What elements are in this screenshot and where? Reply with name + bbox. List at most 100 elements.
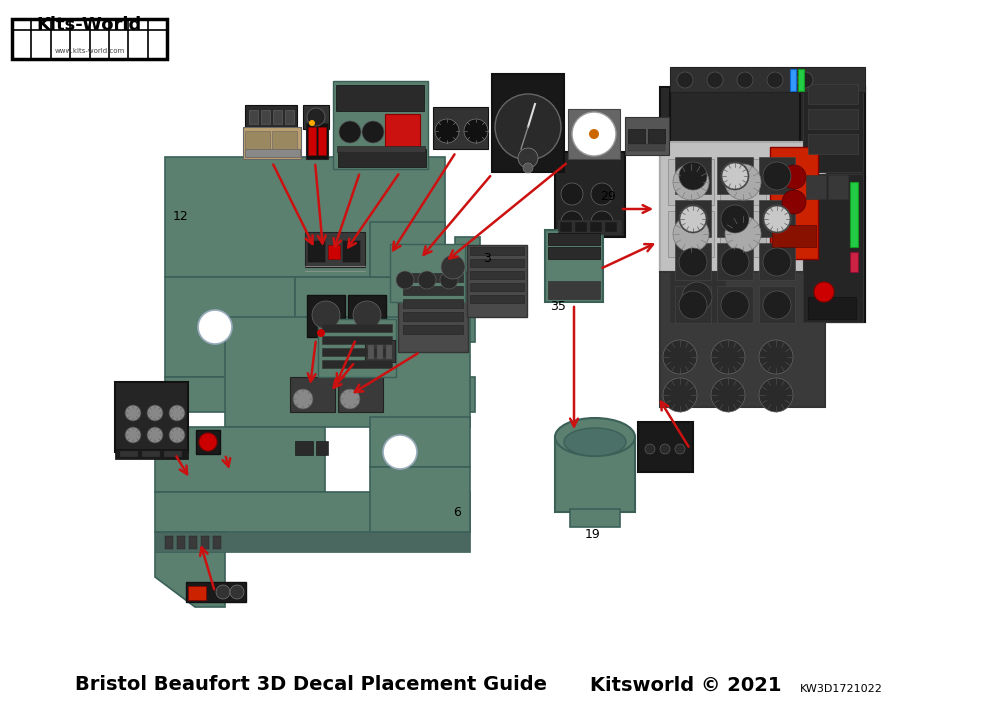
Bar [273,110,282,124]
Bar [368,345,374,359]
Circle shape [711,340,745,374]
Bar [316,441,328,455]
Bar [155,532,470,552]
Circle shape [682,282,712,312]
Bar [377,345,383,359]
Bar [338,149,426,167]
Circle shape [725,216,761,252]
Circle shape [440,271,458,289]
Bar [295,277,475,342]
Bar [555,437,635,512]
Circle shape [216,585,230,599]
Bar [470,271,524,279]
Bar [467,245,527,317]
Circle shape [763,248,791,276]
Bar [808,134,858,154]
Bar [403,273,463,282]
Circle shape [396,271,414,289]
Circle shape [663,378,697,412]
Circle shape [680,206,706,232]
Bar [196,430,220,454]
Bar [470,259,524,267]
Bar [660,142,825,272]
Circle shape [353,301,381,329]
Circle shape [591,183,613,205]
Circle shape [673,216,709,252]
Bar [318,319,396,377]
Bar [272,131,297,149]
Bar [570,509,620,527]
Bar [590,222,602,232]
Bar [385,114,420,147]
Circle shape [125,405,141,421]
Bar [322,324,392,332]
Bar [675,286,711,323]
Circle shape [309,120,315,126]
Circle shape [561,183,583,205]
Bar [115,449,188,459]
Bar [675,243,711,280]
Bar [470,295,524,303]
Bar [165,377,475,412]
Bar [800,177,865,322]
Text: 35: 35 [550,300,566,313]
Bar [370,222,445,277]
Bar [548,281,600,299]
Bar [675,157,711,194]
Bar [548,247,600,259]
Bar [165,536,173,549]
Ellipse shape [555,418,635,456]
Circle shape [722,163,748,189]
Bar [120,451,138,457]
Circle shape [572,112,616,156]
Bar [403,312,463,321]
Bar [155,427,325,492]
Circle shape [589,129,599,139]
Circle shape [764,206,790,232]
Circle shape [663,340,697,374]
Bar [492,74,564,172]
Circle shape [660,444,670,454]
Circle shape [418,271,436,289]
Circle shape [759,340,793,374]
Bar [545,230,603,302]
Bar [188,586,206,600]
Circle shape [169,405,185,421]
Bar [328,245,340,259]
Bar [165,157,445,277]
Bar [306,123,328,159]
Bar [307,295,345,337]
Circle shape [763,291,791,319]
Bar [322,348,392,356]
Bar [828,175,848,199]
Circle shape [307,108,325,126]
Circle shape [293,389,313,409]
Text: 12: 12 [173,211,189,223]
Bar [668,159,714,205]
Text: 3: 3 [483,252,491,266]
Bar [318,127,326,155]
Bar [808,109,858,129]
Polygon shape [155,532,225,607]
Bar [307,240,325,262]
Circle shape [147,427,163,443]
Circle shape [677,72,693,88]
Bar [668,211,714,257]
Bar [568,109,620,159]
Bar [850,182,858,247]
Bar [390,244,465,302]
Circle shape [147,405,163,421]
Circle shape [673,164,709,200]
Bar [806,175,826,199]
Bar [717,157,753,194]
Circle shape [340,389,360,409]
Bar [305,232,365,267]
Bar [433,107,488,149]
Bar [605,222,617,232]
Circle shape [312,301,340,329]
Bar [322,360,392,368]
Bar [213,536,221,549]
Bar [628,129,645,143]
Circle shape [198,310,232,344]
Bar [285,110,294,124]
